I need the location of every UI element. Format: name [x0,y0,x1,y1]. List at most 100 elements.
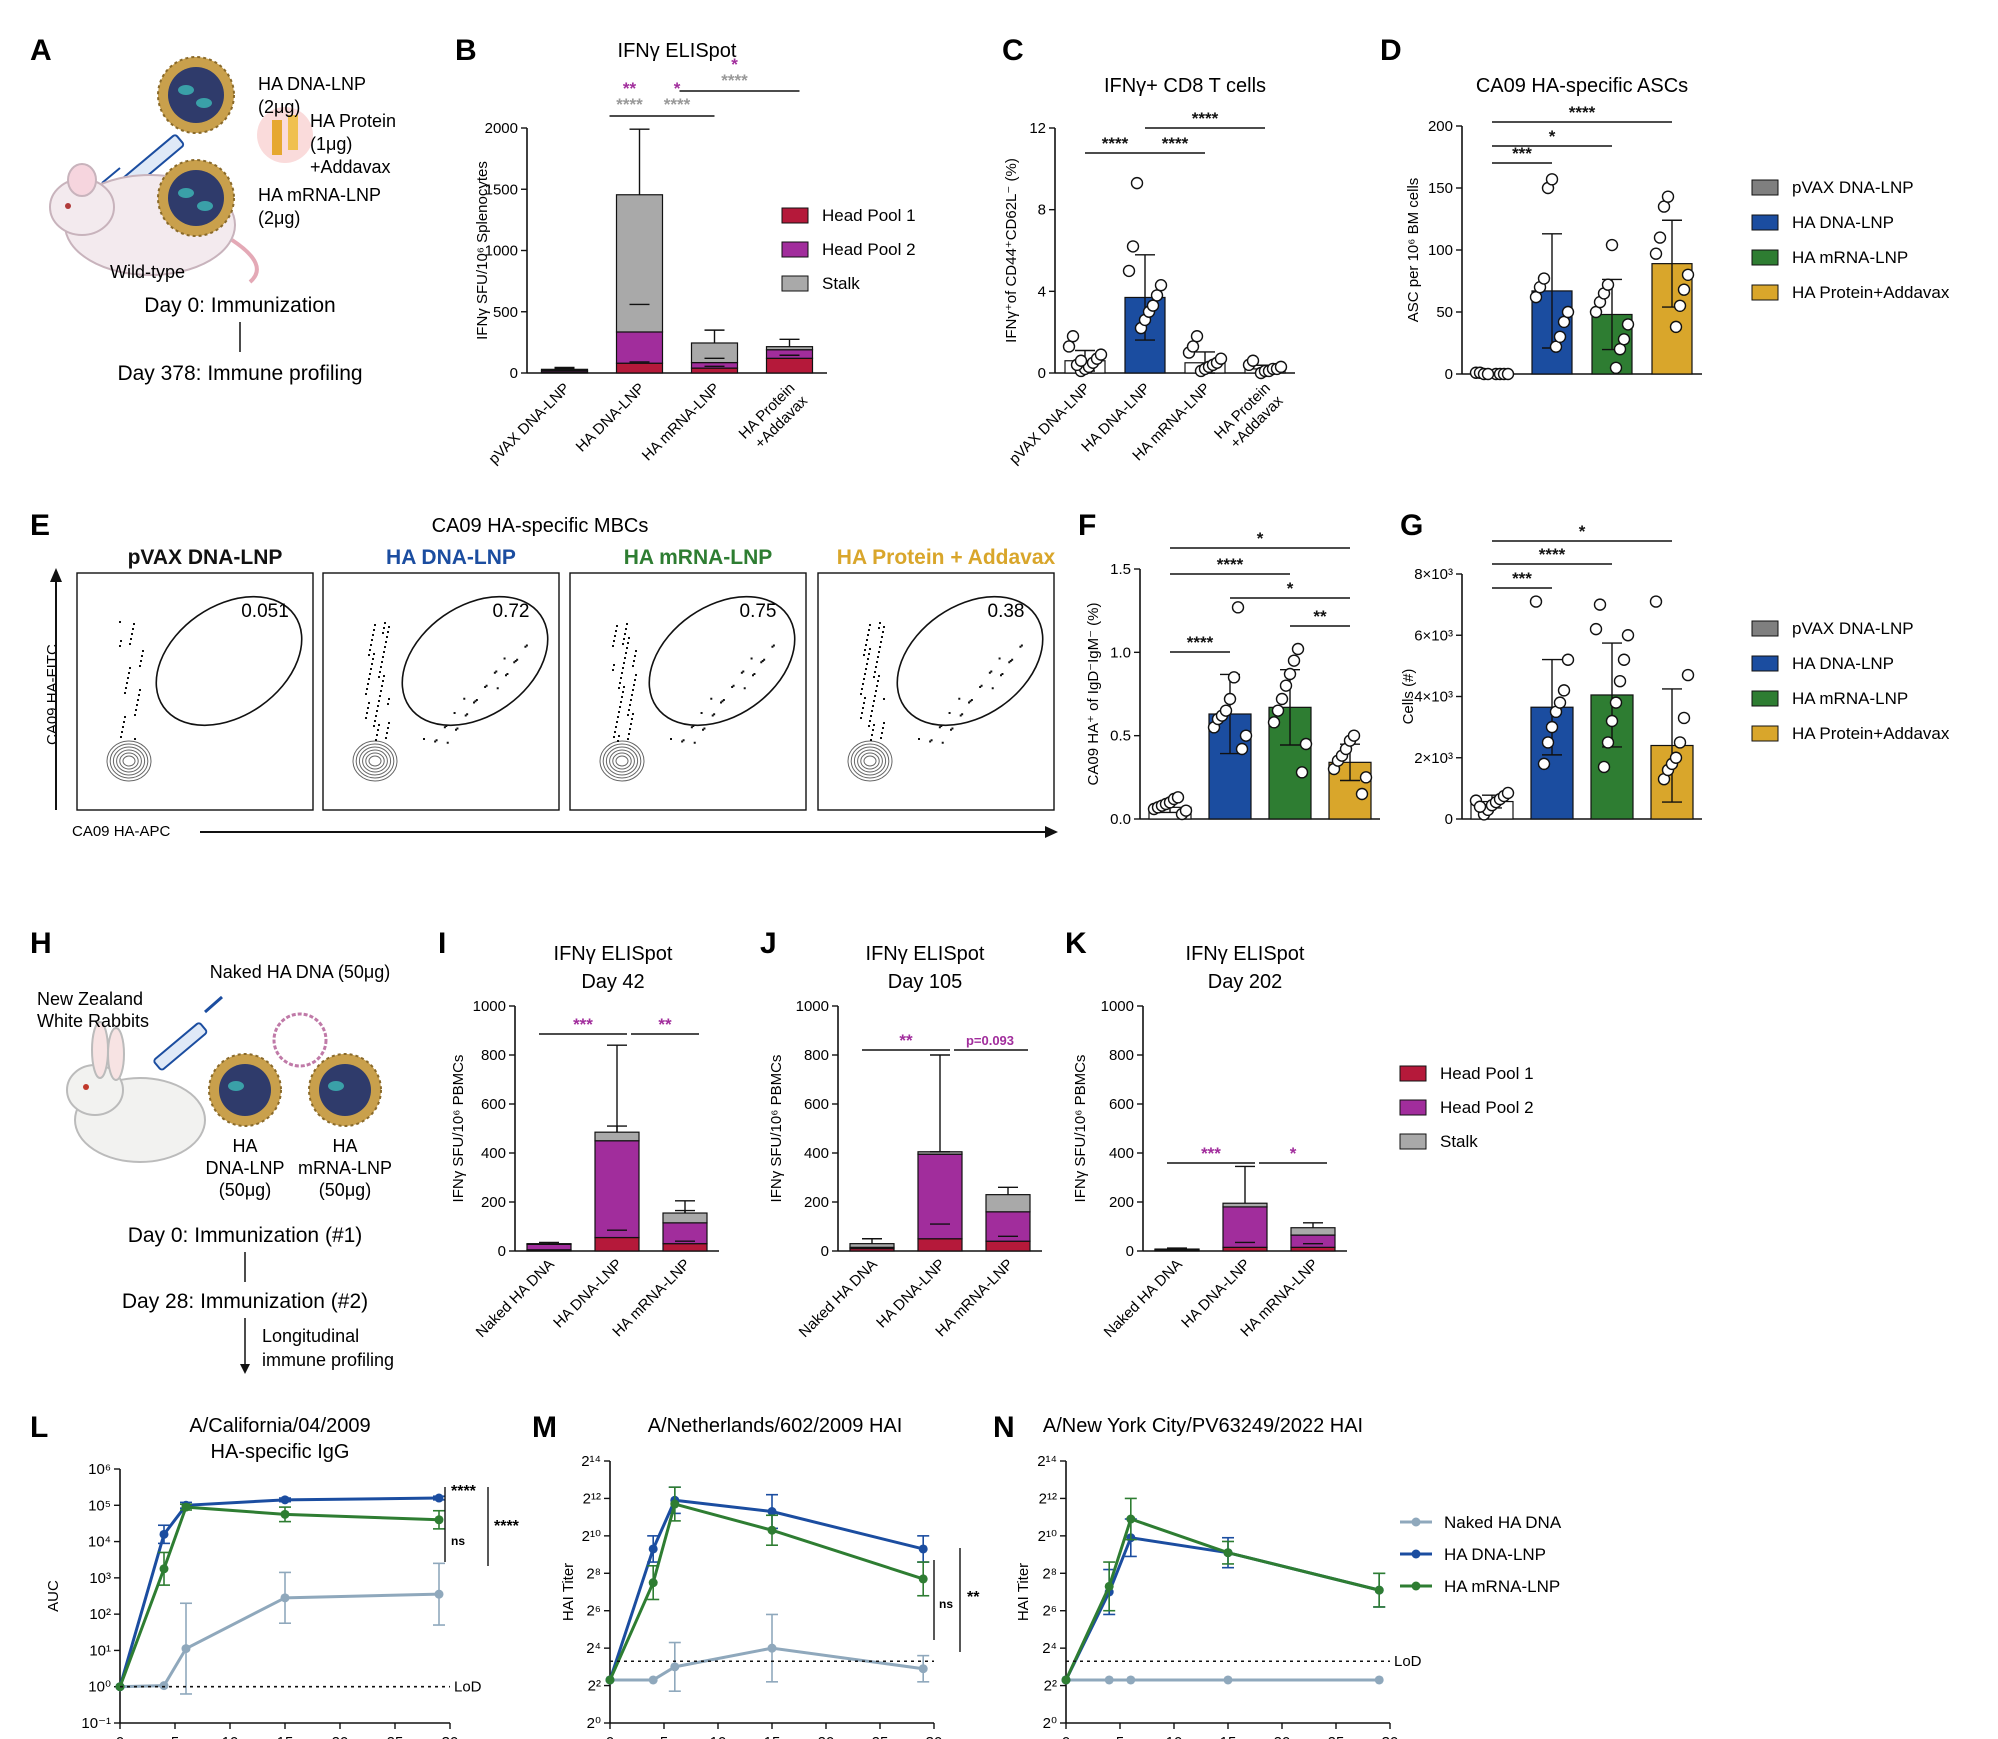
contour [365,752,385,770]
event-dot [138,694,140,696]
data-point [1557,684,1571,697]
y-axis-label: CA09 HA⁺ of IgD⁻IgM⁻ (%) [1085,603,1102,786]
x-tick-label: HA DNA-LNP [873,1256,949,1332]
stalk-bar [985,1194,1031,1213]
event-dot [371,663,373,665]
y-tick-label: 2⁴ [586,1640,601,1657]
event-dot [618,711,620,713]
sig-label: * [731,55,738,74]
event-dot [617,740,619,742]
legend-swatch [1751,179,1779,196]
y-tick-label: 800 [804,1047,829,1064]
panel-letter-i: I [438,927,446,960]
chart-j-chart: 0 200 400 600 800 1000 IFNγ SFU/10⁶ PBMCs IFNγ … [768,943,1042,1341]
legend-swatch [1751,725,1779,742]
flow-plot-title: HA DNA-LNP [386,546,516,569]
contour [860,752,880,770]
legend-swatch [781,241,809,258]
data-point [767,1525,777,1535]
legend-swatch [1751,284,1779,301]
panel-a-schematic: HA DNA-LNP (2μg) HA Protein (1μg) +Addav… [49,56,396,385]
chart-subtitle: Day 202 [1208,971,1283,993]
y-axis-label: Cells (#) [1400,669,1417,725]
event-dot [384,646,386,648]
event-dot [692,725,695,727]
event-dot [619,706,621,708]
event-dot [373,653,375,655]
event-dot [365,717,367,719]
event-dot [367,707,369,709]
head-pool-1-bar [615,362,664,374]
contour [615,755,629,767]
event-dot [445,725,448,727]
chart-title: A/New York City/PV63249/2022 HAI [1043,1415,1363,1437]
event-dot [121,731,123,733]
chart-c-chart: 0 4 8 12 IFNγ⁺of CD44⁺CD62L⁻ (%) IFNγ+ CD8 T … [1003,75,1295,468]
data-point [1673,299,1687,312]
event-dot [368,654,370,656]
chart-title: A/Netherlands/602/2009 HAI [648,1415,903,1437]
y-tick-label: 200 [804,1194,829,1211]
contour [863,755,877,767]
y-tick-label: 1000 [473,998,506,1015]
adjuvant-icon [257,107,313,163]
event-dot [864,697,866,699]
contour [609,749,635,773]
legend-label: HA DNA-LNP [1792,654,1894,673]
legend-label: Naked HA DNA [1444,1513,1562,1532]
event-dot [387,703,389,705]
data-point [918,1664,928,1674]
flow-y-label: CA09 HA-FITC [44,644,61,745]
sig-label: * [1287,579,1294,598]
event-dot [371,639,373,641]
event-dot [366,712,368,714]
contour [358,746,392,776]
y-tick-label: 0 [1445,811,1453,828]
y-tick-label: 200 [1428,118,1453,135]
event-dot [380,690,382,692]
sig-label: **** [1192,109,1219,128]
y-tick-label: 1000 [485,243,518,260]
stalk-bar [690,342,739,364]
event-dot [623,638,625,640]
event-dot [474,700,477,703]
event-dot [446,741,449,744]
data-point [670,1499,680,1509]
event-dot [376,710,378,712]
x-tick-label: Naked HA DNA [796,1256,881,1341]
lnp-icon [157,159,235,237]
data-point [1661,190,1675,203]
event-dot [635,650,637,652]
dna-lnp-line [118,1496,440,1688]
event-dot [382,656,384,658]
event-dot [938,726,941,729]
event-dot [388,722,390,724]
event-dot [700,712,703,714]
flow-plot-title: HA mRNA-LNP [624,546,773,569]
event-dot [862,707,864,709]
event-dot [979,686,982,688]
y-tick-label: 2⁶ [1042,1603,1057,1620]
event-dot [496,687,499,690]
event-dot [930,739,933,742]
legend-label: HA DNA-LNP [1444,1545,1546,1564]
lnp-icon [208,1053,282,1127]
event-dot [375,715,377,717]
data-point [1609,361,1623,374]
event-dot [874,695,876,697]
event-dot [373,629,375,631]
sig-label: ** [899,1031,913,1050]
contour [362,749,388,773]
chart-title: IFNγ ELISpot [618,40,737,62]
event-dot [1011,658,1014,661]
event-dot [873,700,875,702]
sig-label: * [674,79,681,98]
y-tick-label: 0 [1445,366,1453,383]
event-dot [382,632,384,634]
stalk-bar [765,346,814,351]
data-point [1062,340,1076,353]
event-dot [877,680,879,682]
timeline-step: Day 0: Immunization [144,294,335,317]
y-tick-label: 1000 [1101,998,1134,1015]
